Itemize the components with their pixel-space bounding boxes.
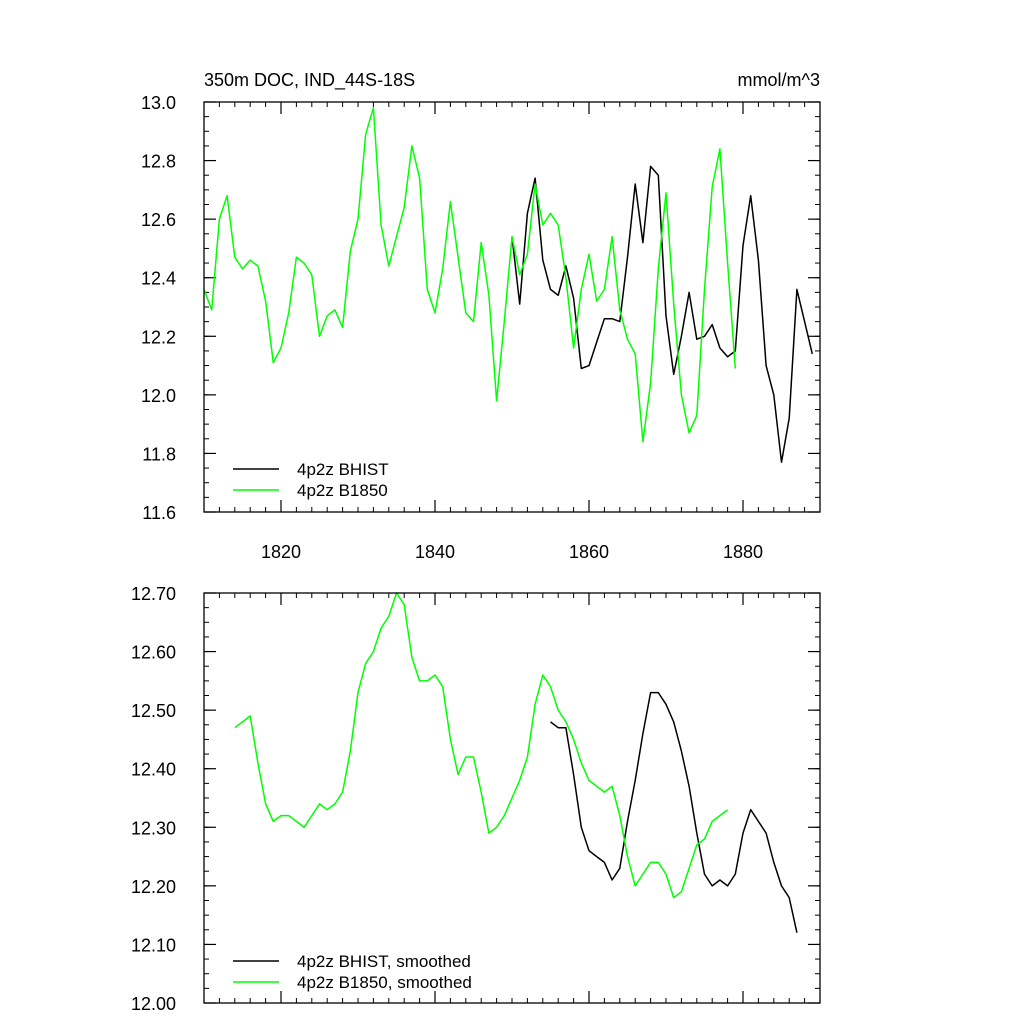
bottom-y-tick-labels: 12.00 12.10 12.20 12.30 12.40 12.50 12.60 12.70 [131,584,176,1014]
top-lines [203,107,814,463]
y-tick-label: 12.70 [131,584,176,604]
y-tick-label: 12.00 [131,994,176,1014]
series-line-0 [511,165,814,463]
y-tick-label: 12.2 [141,327,176,347]
series-line-1 [234,592,729,899]
y-tick-label: 12.6 [141,210,176,230]
y-tick-label: 11.8 [142,444,176,464]
y-tick-label: 12.10 [131,935,176,955]
x-tick-label: 1860 [569,542,609,562]
x-tick-label: 1840 [415,542,455,562]
bottom-legend-label-bhist: 4p2z BHIST, smoothed [297,952,471,971]
series-line-1 [203,107,737,443]
y-tick-label: 13.0 [141,93,176,113]
top-legend: 4p2z BHIST 4p2z B1850 [233,460,389,500]
top-x-tick-labels: 1820 1840 1860 1880 [261,542,763,562]
top-chart-title: 350m DOC, IND_44S-18S [204,70,415,91]
y-tick-label: 12.4 [141,269,176,289]
x-tick-label: 1820 [261,542,301,562]
series-line-0 [550,691,798,933]
top-plot-frame [203,101,821,513]
top-panel: 350m DOC, IND_44S-18S mmol/m^3 11.611.81… [141,70,821,562]
top-y-tick-labels: 11.6 11.8 12.0 12.2 12.4 12.6 12.8 13.0 [141,93,176,523]
y-tick-label: 12.8 [141,152,176,172]
bottom-panel: 12.00 12.10 12.20 12.30 12.40 12.50 12.60 12.70… [131,584,821,1014]
y-tick-label: 12.30 [131,818,176,838]
top-legend-label-b1850: 4p2z B1850 [297,481,388,500]
bottom-lines [234,592,798,933]
bottom-legend: 4p2z BHIST, smoothed 4p2z B1850, smoothe… [233,952,472,992]
top-ticks [203,101,821,513]
bottom-plot-frame [203,592,821,1004]
x-tick-label: 1880 [723,542,763,562]
y-tick-label: 12.50 [131,701,176,721]
y-tick-label: 12.60 [131,643,176,663]
y-tick-label: 12.40 [131,760,176,780]
top-chart-units: mmol/m^3 [738,70,820,90]
bottom-legend-label-b1850: 4p2z B1850, smoothed [297,973,472,992]
y-tick-label: 12.0 [141,386,176,406]
y-tick-label: 12.20 [131,877,176,897]
y-tick-label: 11.6 [142,503,176,523]
top-legend-label-bhist: 4p2z BHIST [297,460,389,479]
